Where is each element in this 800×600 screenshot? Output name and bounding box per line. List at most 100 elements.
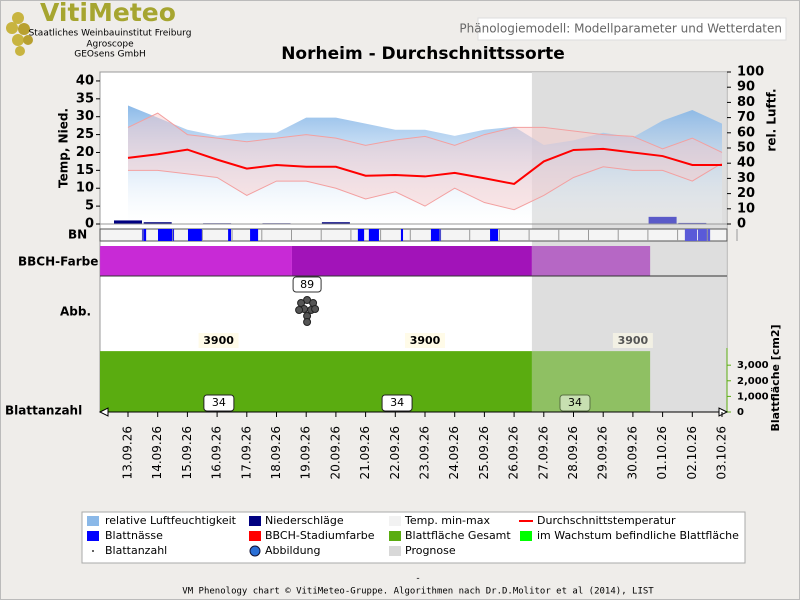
bn-mark — [400, 229, 404, 241]
scroll-left — [98, 407, 109, 417]
legend-label: Blattanzahl — [105, 544, 167, 557]
x-tick-label: 03.10.26 — [715, 426, 729, 479]
x-tick-label: 19.09.26 — [299, 426, 313, 479]
y2-tick-label: 100 — [737, 65, 764, 80]
leaf-count-label: 34 — [212, 396, 226, 409]
leaf-count-box — [203, 394, 235, 412]
bn-mark — [430, 229, 442, 241]
leaf-area-label-box — [612, 333, 653, 348]
x-tick-label: 15.09.26 — [180, 426, 194, 479]
y2-tick-label: 50 — [737, 141, 755, 156]
footer-dash: - — [416, 574, 419, 584]
bn-mark — [157, 229, 175, 241]
y2-tick-label: 90 — [737, 80, 755, 95]
humidity-area — [128, 105, 722, 224]
x-tick-label: 23.09.26 — [418, 426, 432, 479]
y-tick-label: 25 — [76, 127, 94, 142]
bn-label: BN — [68, 228, 87, 242]
x-tick-label: 29.09.26 — [596, 426, 610, 479]
org-line: GEOsens GmbH — [74, 50, 145, 60]
bn-mark — [490, 229, 499, 241]
legend-label: im Wachstum befindliche Blattfläche — [537, 529, 739, 542]
leaf-area-label: 3900 — [203, 334, 234, 347]
legend-swatch — [87, 531, 99, 541]
y2-tick-label: 60 — [737, 125, 755, 140]
abb-stage: 89 — [300, 278, 314, 291]
leaf-count-box — [381, 394, 413, 412]
x-tick-label: 25.09.26 — [477, 426, 491, 479]
x-tick-label: 30.09.26 — [625, 426, 639, 479]
grape-berry — [303, 318, 312, 326]
y-tick-label: 10 — [76, 181, 94, 196]
legend-label: Prognose — [405, 544, 456, 557]
bbch-segment — [100, 246, 292, 276]
blattanzahl-label: Blattanzahl — [5, 404, 82, 418]
legend-swatch — [389, 531, 401, 541]
leaf-area-label-box — [198, 333, 239, 348]
x-tick-label: 20.09.26 — [328, 426, 342, 479]
temp-max-line — [127, 112, 723, 153]
layer: 0510152025303540010203040506070809010089… — [76, 65, 769, 480]
legend-label: Durchschnittstemperatur — [537, 514, 676, 527]
legend-box — [81, 511, 746, 564]
logo: VitiMeteo Staatliches Weinbauinstitut Fr… — [6, 0, 191, 60]
y2-tick-label: 0 — [737, 217, 746, 232]
legend-label: Blattfläche Gesamt — [405, 529, 511, 542]
x-tick-label: 01.10.26 — [655, 426, 669, 479]
leaf-area-tick-label: 2,000 — [737, 376, 769, 387]
precip-bar — [321, 222, 350, 224]
leaf-area-axis-label: Blattfläche [cm2] — [769, 324, 782, 431]
y2-axis-label: rel. Luftf. — [765, 88, 779, 151]
bn-mark — [141, 229, 147, 241]
temp-min-line — [128, 162, 723, 211]
y-tick-label: 30 — [76, 109, 94, 124]
y-tick-label: 35 — [76, 91, 94, 106]
bn-mark — [684, 229, 698, 241]
legend-swatch — [87, 516, 99, 526]
legend-label: Blattnässe — [105, 529, 163, 542]
precip-bar — [678, 222, 707, 224]
legend-dot — [92, 550, 94, 552]
leaf-count-label: 34 — [568, 396, 582, 409]
x-tick-label: 16.09.26 — [210, 426, 224, 479]
legend-label: relative Luftfeuchtigkeit — [105, 514, 237, 527]
precip-bar — [143, 222, 172, 224]
bbch-segment — [531, 246, 651, 276]
leaf-count-label: 34 — [390, 396, 404, 409]
bn-mark — [187, 229, 202, 241]
bn-mark — [368, 229, 379, 241]
y2-tick-label: 20 — [737, 186, 755, 201]
y2-tick-label: 40 — [737, 156, 755, 171]
y2-tick-label: 10 — [737, 201, 755, 216]
x-tick-label: 13.09.26 — [121, 426, 135, 479]
tab-label[interactable]: Phänologiemodell: Modellparameter und We… — [459, 22, 782, 36]
leaf-count-box — [559, 394, 591, 412]
legend-label: BBCH-Stadiumfarbe — [265, 529, 375, 542]
x-tick-label: 24.09.26 — [447, 426, 461, 479]
legend-swatch — [389, 516, 401, 526]
bbch-label: BBCH-Farbe — [18, 255, 98, 269]
y2-tick-label: 30 — [737, 171, 755, 186]
leaf-area-forecast — [531, 351, 651, 412]
abb-box — [292, 276, 322, 293]
y-tick-label: 5 — [85, 199, 94, 214]
x-tick-label: 21.09.26 — [358, 426, 372, 479]
grape-icon — [295, 296, 320, 326]
legend-abb — [249, 545, 261, 557]
legend-swatch — [389, 546, 401, 556]
leaf-area-tick-label: 0 — [737, 407, 744, 418]
logo-text: VitiMeteo — [40, 0, 176, 27]
y-tick-label: 15 — [76, 163, 94, 178]
legend-label: Temp. min-max — [404, 514, 490, 527]
org-line: Staatliches Weinbauinstitut Freiburg — [29, 29, 192, 39]
abb-label: Abb. — [60, 305, 91, 319]
y2-tick-label: 70 — [737, 110, 755, 125]
tab[interactable] — [477, 17, 787, 41]
bn-mark — [697, 229, 711, 241]
bbch-segment — [291, 246, 532, 276]
precip-bar — [648, 216, 677, 224]
chart-title: Norheim - Durchschnittssorte — [281, 44, 565, 64]
legend-swatch — [249, 531, 261, 541]
legend-swatch — [520, 531, 532, 541]
